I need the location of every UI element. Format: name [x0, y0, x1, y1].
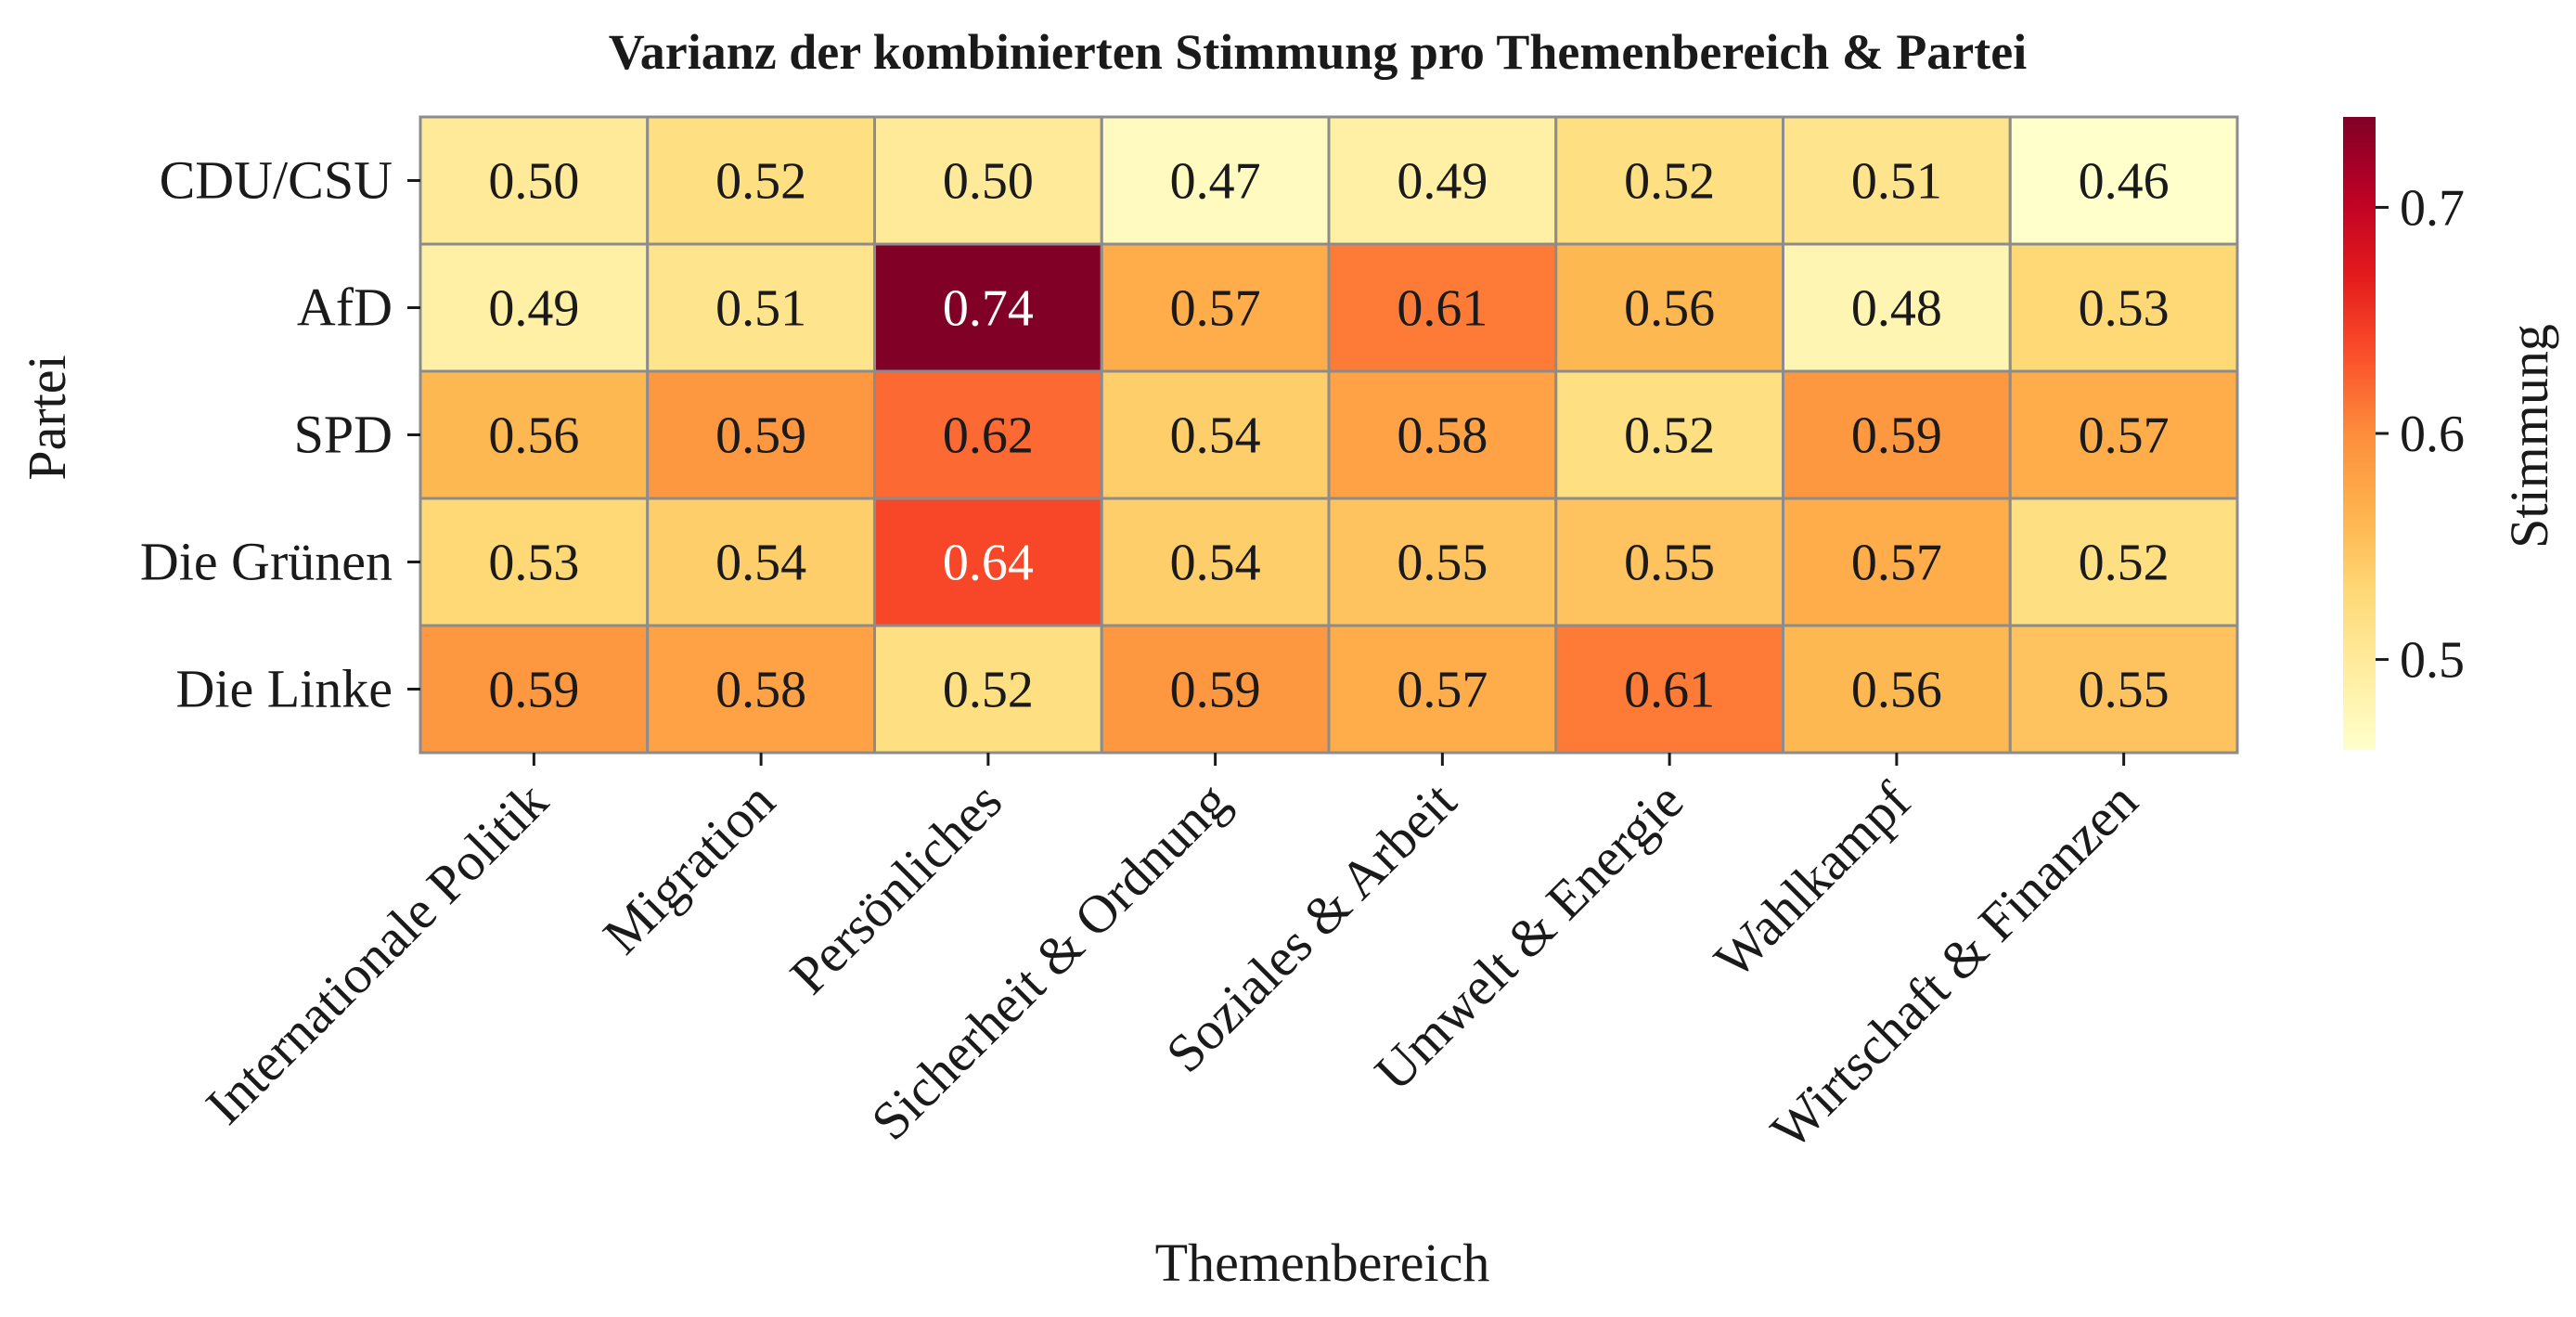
colorbar-tick-label: 0.6 [2400, 406, 2465, 463]
cell-value-label: 0.55 [1397, 535, 1488, 592]
heatmap-cell [2008, 624, 2239, 755]
heatmap-cells: 0.50 0.52 0.50 0.47 0.49 0.52 0.51 0.46 0.49 0.51… [419, 115, 2239, 755]
heatmap-cell [1554, 369, 1784, 500]
x-tick-label: Migration [591, 770, 786, 965]
cell-value-label: 0.49 [1397, 153, 1488, 211]
cell-value-label: 0.49 [488, 280, 579, 338]
cell-value-label: 0.56 [488, 407, 579, 465]
y-tick-label: CDU/CSU [160, 150, 393, 211]
cell-value-label: 0.52 [1624, 153, 1715, 211]
cell-value-label: 0.57 [1170, 280, 1261, 338]
heatmap-cell [1100, 369, 1331, 500]
cell-value-label: 0.46 [2079, 153, 2170, 211]
chart-title: Varianz der kombinierten Stimmung pro Th… [609, 24, 2027, 80]
cell-value-label: 0.52 [2079, 535, 2170, 592]
heatmap-cell [1782, 369, 2012, 500]
cell-value-label: 0.50 [943, 153, 1034, 211]
cell-value-label: 0.64 [943, 535, 1034, 592]
cell-value-label: 0.51 [1851, 153, 1942, 211]
heatmap-cell [873, 497, 1103, 627]
heatmap-cell [1327, 624, 1558, 755]
y-tick-label: SPD [294, 405, 393, 465]
cell-value-label: 0.51 [715, 280, 806, 338]
heatmap-cell [2008, 369, 2239, 500]
colorbar-ticks: 0.5 0.6 0.7 [2376, 179, 2465, 690]
colorbar-tick-label: 0.7 [2400, 179, 2465, 237]
heatmap-cell [1554, 242, 1784, 373]
x-tick-label: Wirtschaft & Finanzen [1759, 770, 2149, 1160]
cell-value-label: 0.50 [488, 153, 579, 211]
x-tick-label: Internationale Politik [194, 770, 559, 1135]
cell-value-label: 0.58 [1397, 407, 1488, 465]
cell-value-label: 0.52 [943, 662, 1034, 719]
cell-value-label: 0.56 [1851, 662, 1942, 719]
colorbar [2343, 117, 2376, 750]
heatmap-cell [1327, 497, 1558, 627]
heatmap-cell [2008, 115, 2239, 246]
cell-value-label: 0.52 [715, 153, 806, 211]
cell-value-label: 0.54 [1170, 535, 1261, 592]
heatmap-cell [1554, 115, 1784, 246]
y-tick-labels: CDU/CSU AfD SPD Die Grünen Die Linke [140, 150, 420, 719]
cell-value-label: 0.55 [1624, 535, 1715, 592]
cell-value-label: 0.54 [1170, 407, 1261, 465]
y-tick-label: Die Grünen [140, 532, 393, 592]
x-tick-label: Wahlkampf [1703, 770, 1923, 990]
heatmap-cell [873, 115, 1103, 246]
cell-value-label: 0.53 [488, 535, 579, 592]
x-axis-label: Themenbereich [1155, 1233, 1490, 1293]
heatmap-cell [646, 369, 876, 500]
cell-value-label: 0.57 [1851, 535, 1942, 592]
heatmap-cell [419, 497, 650, 627]
cell-value-label: 0.54 [715, 535, 806, 592]
cell-value-label: 0.53 [2079, 280, 2170, 338]
cell-value-label: 0.47 [1170, 153, 1261, 211]
cell-value-label: 0.55 [2079, 662, 2170, 719]
cell-value-label: 0.59 [488, 662, 579, 719]
heatmap-cell [2008, 242, 2239, 373]
colorbar-label: Stimmung [2499, 324, 2559, 549]
cell-value-label: 0.59 [1170, 662, 1261, 719]
cell-value-label: 0.58 [715, 662, 806, 719]
cell-value-label: 0.61 [1397, 280, 1488, 338]
heatmap-cell [1782, 497, 2012, 627]
cell-value-label: 0.57 [1397, 662, 1488, 719]
cell-value-label: 0.52 [1624, 407, 1715, 465]
heatmap-cell [646, 242, 876, 373]
cell-value-label: 0.56 [1624, 280, 1715, 338]
heatmap-cell [1100, 497, 1331, 627]
heatmap-cell [1327, 369, 1558, 500]
y-axis-label: Partei [17, 355, 77, 480]
heatmap-cell [1100, 624, 1331, 755]
heatmap-cell [419, 115, 650, 246]
colorbar-tick-label: 0.5 [2400, 632, 2465, 690]
cell-value-label: 0.59 [1851, 407, 1942, 465]
cell-value-label: 0.62 [943, 407, 1034, 465]
x-tick-label: Persönliches [779, 770, 1013, 1005]
x-tick-labels: Internationale Politik MigrationPersönlic… [194, 753, 2149, 1160]
heatmap-cell [873, 369, 1103, 500]
cell-value-label: 0.61 [1624, 662, 1715, 719]
heatmap-cell [646, 115, 876, 246]
y-tick-label: AfD [297, 278, 393, 338]
heatmap-cell [1782, 624, 2012, 755]
cell-value-label: 0.59 [715, 407, 806, 465]
y-tick-label: Die Linke [175, 659, 393, 719]
cell-value-label: 0.48 [1851, 280, 1942, 338]
cell-value-label: 0.74 [943, 280, 1034, 338]
heatmap-cell [1100, 242, 1331, 373]
cell-value-label: 0.57 [2079, 407, 2170, 465]
